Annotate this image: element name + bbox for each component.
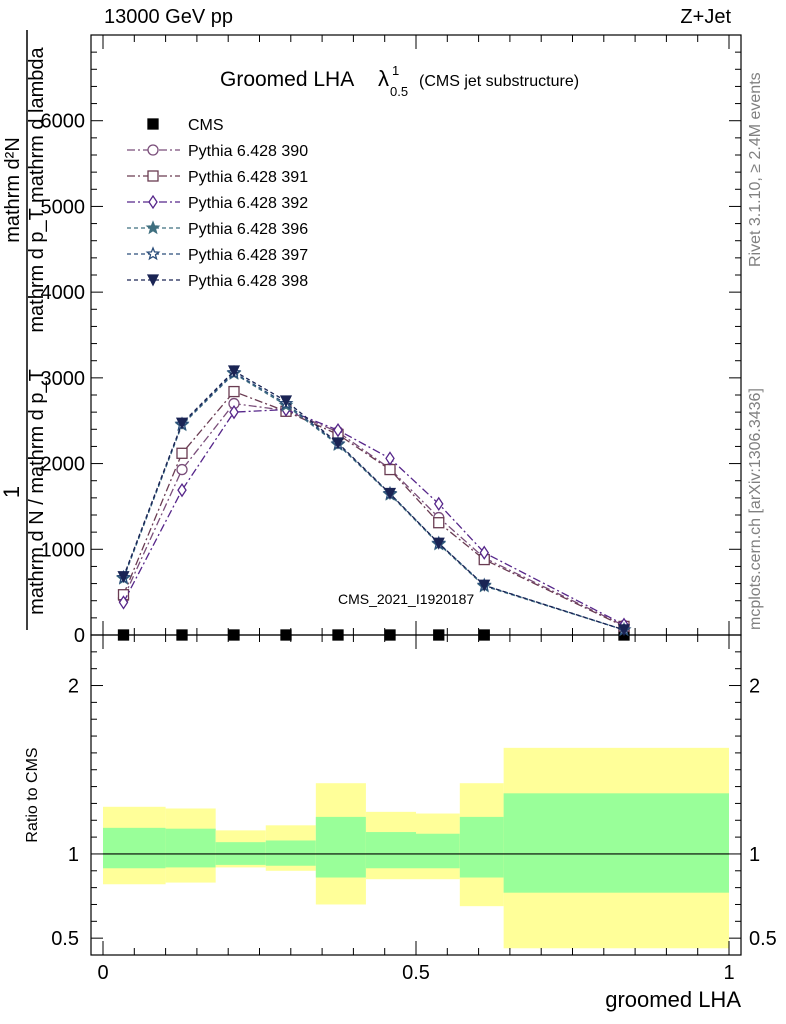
legend-entry-3: Pythia 6.428 392 [127,194,308,212]
legend-label: Pythia 6.428 396 [188,221,308,238]
y-title-prefix-numerator: 1 [0,486,24,498]
chart-title-symbol: λ [378,66,389,91]
chart-title-superscript: 1 [392,63,399,78]
ratio-y-tick-label-right: 2 [749,676,760,698]
data-point [383,487,397,501]
main-y-tick-label: 1000 [41,539,86,561]
data-point [117,571,130,584]
data-point [478,629,490,641]
data-point [279,395,293,408]
chart-subtitle: (CMS jet substructure) [419,73,579,90]
data-point [433,629,445,641]
series-6 [117,365,631,637]
data-point [384,463,396,476]
legend-marker [148,194,158,210]
legend-marker [147,118,159,130]
ratio-inner-band-8 [503,793,729,893]
ratio-inner-band-5 [365,832,416,869]
main-y-tick-label: 6000 [41,111,86,133]
data-point [118,595,129,610]
legend-label: Pythia 6.428 392 [188,195,308,212]
ratio-inner-band-4 [315,816,366,878]
main-y-tick-label: 3000 [41,368,86,390]
legend-label: Pythia 6.428 391 [188,169,308,186]
ratio-x-tick-label: 0 [97,962,108,984]
ratio-y-tick-label-right: 1 [749,844,760,866]
legend-entry-5: Pythia 6.428 397 [127,246,308,264]
legend-label: Pythia 6.428 390 [188,143,308,160]
series-line-3 [122,408,625,626]
legend-marker [145,220,161,235]
y-title-numerator: mathrm d²N [2,137,24,243]
ratio-y-axis-title: Ratio to CMS [24,747,41,842]
ratio-y-ticks [91,651,741,939]
main-y-ticks [91,34,741,636]
ratio-bands [103,747,729,949]
data-point [117,629,130,641]
legend-entry-0: CMS [147,117,224,134]
chart-title-text: Groomed LHA [220,68,354,91]
chart-title-subscript: 0.5 [390,84,408,99]
data-point [176,629,188,641]
legend-marker [147,144,159,156]
y-title-denominator: mathrm d p_T mathrm d lambda [26,46,48,332]
legend-marker [145,246,161,261]
main-y-tick-label: 0 [74,625,85,647]
main-y-tick-label: 4000 [41,282,86,304]
main-y-tick-label: 2000 [41,454,86,476]
chart-title: Groomed LHA λ 1 0.5 (CMS jet substructure) [220,63,579,99]
header-right: Z+Jet [680,6,731,28]
legend-label: CMS [188,117,224,134]
ratio-inner-band-7 [459,816,504,878]
ratio-inner-band-6 [416,833,460,869]
data-point [177,482,187,498]
data-point [433,517,445,529]
data-point [384,629,396,641]
ratio-y-tick-label: 2 [68,676,79,698]
data-point [280,629,292,641]
data-point [331,437,345,450]
data-point [617,624,631,637]
legend-entry-1: Pythia 6.428 390 [127,143,308,160]
header-left: 13000 GeV pp [104,6,233,28]
x-axis-title: groomed LHA [605,987,741,1012]
legend-marker [147,170,159,182]
ratio-inner-band-1 [165,828,216,868]
ratio-inner-band-0 [103,827,166,869]
data-point [227,365,241,378]
data-point [229,404,239,420]
data-point [479,545,490,560]
legend-label: Pythia 6.428 397 [188,247,308,264]
ratio-inner-band-3 [265,840,316,866]
data-point [176,447,188,459]
data-point [385,451,395,466]
data-point [176,463,188,476]
y-title-prefix-denominator: mathrm d N / mathrm d p_T [26,369,48,615]
data-point [432,537,445,550]
data-point [175,417,189,430]
series-line-2 [122,390,625,627]
chart-legend: CMS Pythia 6.428 390 Pythia 6.428 391 Pythi… [127,117,308,290]
legend-entry-4: Pythia 6.428 396 [127,220,308,238]
ratio-x-tick-label: 1 [723,962,734,984]
data-point [433,496,444,512]
ratio-x-tick-label: 0.5 [402,962,430,984]
analysis-watermark: CMS_2021_I1920187 [338,591,474,607]
legend-entry-6: Pythia 6.428 398 [127,273,308,290]
data-point [228,385,240,398]
main-y-tick-label: 5000 [41,196,86,218]
ratio-y-tick-label: 1 [68,844,79,866]
data-point [228,629,240,641]
series-line-1 [122,402,625,627]
data-point [332,629,344,641]
ratio-y-tick-label-right: 0.5 [749,928,777,950]
legend-entry-2: Pythia 6.428 391 [127,169,308,186]
ratio-y-tick-label: 0.5 [51,928,79,950]
data-point [478,579,491,592]
x-ticks [102,35,730,955]
legend-marker [146,274,160,287]
main-y-axis-title: 1 mathrm d N / mathrm d p_T mathrm d²N math… [0,30,48,630]
legend-label: Pythia 6.428 398 [188,273,308,290]
